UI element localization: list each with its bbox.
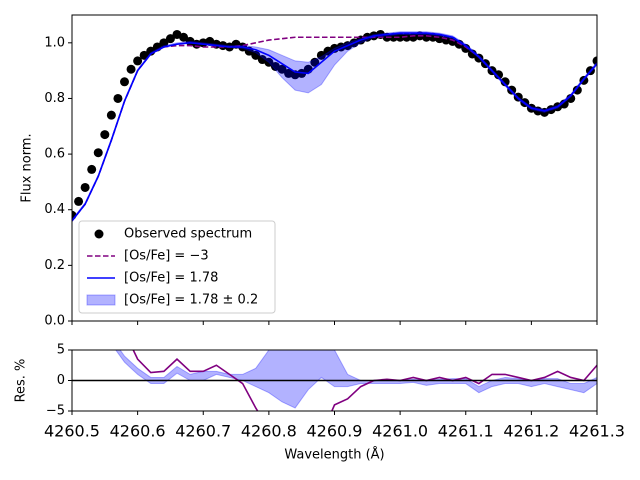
legend: Observed spectrum [Os/Fe] = −3 [Os/Fe] = 1…	[78, 220, 276, 314]
observed-point	[572, 85, 582, 95]
y-tick-label: 0.6	[44, 147, 65, 162]
legend-label: [Os/Fe] = 1.78 ± 0.2	[124, 293, 258, 308]
observed-point	[106, 110, 116, 120]
observed-point	[467, 49, 477, 59]
model-band	[115, 350, 597, 409]
y-axis-label: Flux norm.	[20, 133, 35, 202]
x-tick-label: 4261.2	[503, 422, 559, 441]
observed-point	[395, 32, 405, 42]
observed-point	[461, 43, 471, 53]
observed-point	[251, 50, 261, 60]
y-tick-label: 0	[57, 373, 65, 388]
plot-area	[72, 350, 597, 411]
x-tick-label: 4260.8	[241, 422, 297, 441]
y-tick-label: 0.8	[44, 91, 65, 106]
x-tick-label: 4261.0	[372, 422, 428, 441]
observed-point	[507, 85, 517, 95]
observed-point	[139, 50, 149, 60]
x-axis-label: Wavelength (Å)	[284, 447, 384, 463]
observed-point	[87, 164, 97, 174]
plot-area	[72, 29, 597, 222]
observed-point	[389, 32, 399, 42]
y-tick-label: −5	[46, 404, 65, 419]
y-tick-label: 0.4	[44, 202, 65, 217]
observed-point	[133, 56, 143, 66]
legend-label: [Os/Fe] = −3	[124, 249, 209, 264]
observed-point	[179, 32, 189, 42]
observed-point	[93, 148, 103, 158]
legend-label: [Os/Fe] = 1.78	[124, 271, 218, 286]
observed-point	[592, 56, 597, 66]
observed-point	[277, 64, 287, 74]
observed-point	[559, 99, 569, 109]
observed-point	[126, 64, 136, 74]
observed-point	[264, 57, 274, 67]
x-tick-label: 4260.6	[110, 422, 166, 441]
observed-point	[500, 77, 510, 87]
observed-point	[566, 93, 576, 103]
observed-point	[120, 77, 129, 87]
legend-label: Observed spectrum	[124, 227, 252, 242]
observed-point	[316, 50, 326, 60]
model-band	[72, 31, 597, 222]
observed-point	[421, 32, 431, 42]
observed-point	[113, 93, 123, 103]
observed-point	[74, 196, 84, 206]
y-tick-label: 1.0	[44, 35, 65, 50]
legend-frame	[78, 220, 276, 314]
y-tick-label: 0.2	[44, 258, 65, 273]
y-tick-label: 5	[57, 343, 65, 358]
y-axis-label: Res. %	[14, 359, 29, 403]
y-tick-label: 0.0	[44, 314, 65, 329]
x-tick-label: 4260.9	[307, 422, 363, 441]
observed-point	[100, 130, 110, 140]
observed-point	[80, 182, 90, 192]
legend-marker	[94, 229, 104, 239]
model-line	[72, 32, 597, 222]
x-tick-label: 4261.1	[438, 422, 494, 441]
x-tick-label: 4261.3	[569, 422, 625, 441]
observed-point	[494, 70, 504, 80]
model-line	[132, 350, 597, 411]
x-tick-label: 4260.5	[44, 422, 100, 441]
observed-point	[310, 57, 320, 67]
legend-patch	[86, 294, 116, 306]
x-tick-label: 4260.7	[175, 422, 231, 441]
observed-point	[159, 38, 169, 48]
observed-point	[165, 34, 175, 44]
